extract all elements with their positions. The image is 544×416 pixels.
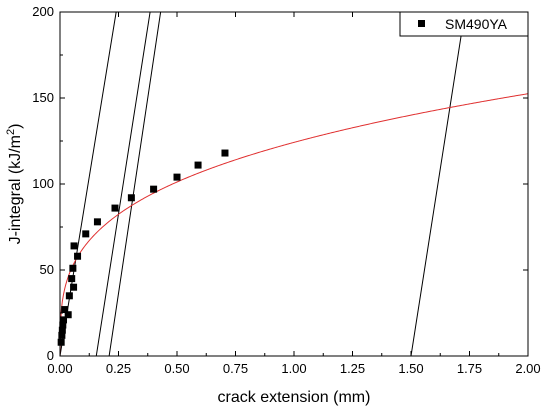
x-tick-label-0.00: 0.00 bbox=[47, 361, 72, 376]
fit-curve bbox=[60, 93, 528, 356]
data-point-14 bbox=[82, 230, 90, 238]
x-tick-label-0.25: 0.25 bbox=[106, 361, 131, 376]
y-tick-label-200: 200 bbox=[32, 4, 54, 19]
legend-label-sm490ya: SM490YA bbox=[445, 16, 508, 32]
data-point-13 bbox=[74, 252, 82, 260]
data-point-8 bbox=[65, 292, 73, 300]
axes: 0.00 0.25 0.50 0.75 1.00 1.25 1.50 1.75 2.00 0 50 1… bbox=[32, 4, 540, 376]
data-point-2 bbox=[58, 331, 66, 339]
y-axis-title-prefix: J-integral (kJ/m bbox=[7, 135, 24, 244]
data-point-15 bbox=[93, 218, 101, 226]
plot-frame bbox=[59, 11, 529, 357]
data-point-11 bbox=[70, 283, 78, 291]
x-tick-label-1.50: 1.50 bbox=[398, 361, 423, 376]
data-points bbox=[57, 149, 229, 346]
data-point-12 bbox=[70, 242, 78, 250]
data-point-21 bbox=[221, 149, 229, 157]
legend-marker-sm490ya bbox=[418, 20, 425, 27]
x-axis-title: crack extension (mm) bbox=[218, 389, 371, 406]
data-point-17 bbox=[127, 194, 135, 202]
data-point-6 bbox=[61, 306, 69, 314]
data-point-1 bbox=[57, 338, 65, 346]
data-point-9 bbox=[68, 275, 76, 283]
data-point-4 bbox=[59, 321, 67, 329]
data-point-5 bbox=[60, 316, 68, 324]
construction-line-3 bbox=[108, 12, 162, 356]
data-point-3 bbox=[58, 326, 66, 334]
construction-line-2 bbox=[95, 12, 151, 356]
construction-line-1 bbox=[60, 12, 117, 356]
y-tick-label-150: 150 bbox=[32, 90, 54, 105]
y-tick-label-50: 50 bbox=[40, 262, 54, 277]
x-tick-label-2.00: 2.00 bbox=[515, 361, 540, 376]
y-axis-title-superscript: 2 bbox=[5, 129, 17, 135]
fit-curve-layer bbox=[60, 93, 528, 356]
y-tick-label-100: 100 bbox=[32, 176, 54, 191]
data-point-20 bbox=[194, 161, 202, 169]
y-axis-title: J-integral (kJ/m2) bbox=[5, 124, 24, 245]
data-point-10 bbox=[69, 264, 77, 272]
y-axis-title-suffix: ) bbox=[7, 124, 24, 129]
data-point-18 bbox=[150, 185, 158, 193]
x-tick-label-1.75: 1.75 bbox=[457, 361, 482, 376]
data-point-7 bbox=[64, 311, 72, 319]
data-point-16 bbox=[111, 204, 119, 212]
x-tick-label-0.50: 0.50 bbox=[164, 361, 189, 376]
x-tick-label-1.25: 1.25 bbox=[340, 361, 365, 376]
legend: SM490YA bbox=[399, 11, 529, 37]
construction-lines bbox=[60, 12, 466, 356]
construction-line-4 bbox=[410, 12, 466, 356]
y-tick-label-0: 0 bbox=[47, 348, 54, 363]
x-tick-label-1.00: 1.00 bbox=[281, 361, 306, 376]
data-point-19 bbox=[173, 173, 181, 181]
x-tick-label-0.75: 0.75 bbox=[223, 361, 248, 376]
